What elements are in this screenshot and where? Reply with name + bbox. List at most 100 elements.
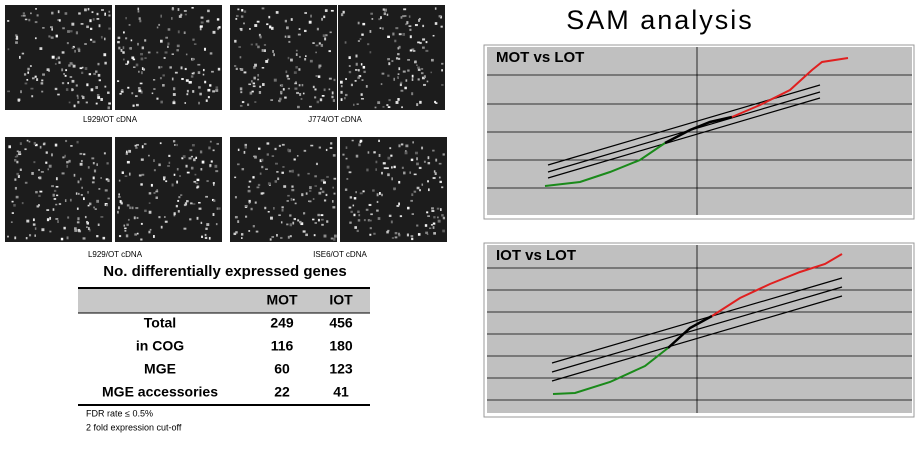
spot — [84, 43, 87, 45]
spot — [211, 198, 215, 202]
spot — [22, 14, 26, 17]
spot — [19, 55, 21, 59]
spot — [325, 148, 328, 152]
spot — [355, 154, 359, 158]
spot — [355, 69, 358, 71]
spot — [14, 155, 17, 158]
spot — [307, 200, 310, 203]
spot — [177, 199, 180, 202]
spot — [283, 185, 287, 188]
spot — [411, 48, 415, 51]
spot — [136, 143, 139, 146]
spot — [169, 66, 172, 69]
spot — [310, 144, 314, 147]
spot — [279, 90, 283, 94]
spot — [234, 65, 237, 67]
spot — [206, 20, 209, 23]
spot — [234, 196, 237, 199]
spot — [217, 27, 220, 31]
spot — [140, 52, 144, 56]
spot — [125, 63, 129, 65]
spot — [167, 45, 169, 48]
spot — [8, 145, 12, 149]
spot — [414, 151, 418, 155]
spot — [437, 219, 441, 223]
spot — [317, 218, 320, 222]
spot — [427, 156, 430, 160]
spot — [374, 106, 377, 109]
spot — [333, 234, 337, 238]
spot — [204, 233, 207, 236]
spot — [100, 35, 103, 39]
cell: 123 — [329, 361, 353, 377]
spot — [253, 66, 256, 69]
spot — [218, 26, 221, 29]
spot — [274, 147, 277, 151]
spot — [43, 142, 46, 145]
spot — [418, 19, 420, 22]
spot — [131, 56, 135, 60]
spot — [393, 187, 396, 190]
spot — [125, 16, 127, 20]
spot — [200, 168, 203, 171]
spot — [20, 90, 22, 94]
spot — [61, 172, 65, 175]
spot — [88, 73, 92, 76]
spot — [357, 76, 360, 79]
spot — [192, 90, 195, 93]
spot — [148, 192, 152, 195]
spot — [440, 208, 442, 211]
spot — [314, 96, 317, 99]
spot — [269, 25, 272, 29]
spot — [55, 218, 59, 220]
spot — [186, 93, 189, 96]
spot — [281, 171, 284, 174]
spot — [63, 73, 65, 75]
spot — [72, 64, 76, 68]
spot — [316, 100, 320, 104]
spot — [398, 233, 401, 237]
spot — [38, 204, 40, 207]
spot — [134, 144, 137, 147]
spot — [189, 218, 192, 221]
spot — [265, 60, 269, 63]
spot — [380, 83, 383, 86]
spot — [379, 27, 382, 29]
spot — [248, 199, 251, 203]
spot — [184, 202, 188, 206]
spot — [158, 216, 161, 219]
spot — [257, 78, 260, 81]
spot — [38, 194, 41, 197]
spot — [210, 160, 213, 163]
spot — [159, 77, 162, 80]
spot — [388, 62, 391, 66]
spot — [186, 200, 189, 203]
spot — [57, 56, 61, 60]
spot — [7, 90, 10, 93]
spot — [62, 156, 65, 159]
spot — [202, 73, 205, 76]
spot — [272, 50, 274, 53]
spot — [342, 153, 345, 156]
spot — [299, 220, 302, 224]
spot — [212, 149, 215, 152]
spot — [425, 49, 429, 52]
spot — [348, 56, 351, 60]
spot — [290, 18, 293, 21]
spot — [251, 90, 254, 93]
spot — [318, 42, 321, 45]
spot — [202, 68, 205, 72]
spot — [72, 45, 75, 49]
spot — [412, 141, 414, 144]
spot — [234, 176, 237, 179]
spot — [309, 59, 313, 63]
spot — [77, 47, 81, 51]
spot — [85, 101, 88, 104]
spot — [421, 76, 425, 80]
spot — [428, 227, 432, 230]
spot — [340, 98, 343, 102]
spot — [303, 212, 306, 215]
spot — [261, 158, 264, 162]
spot — [16, 160, 19, 164]
spot — [15, 195, 19, 199]
